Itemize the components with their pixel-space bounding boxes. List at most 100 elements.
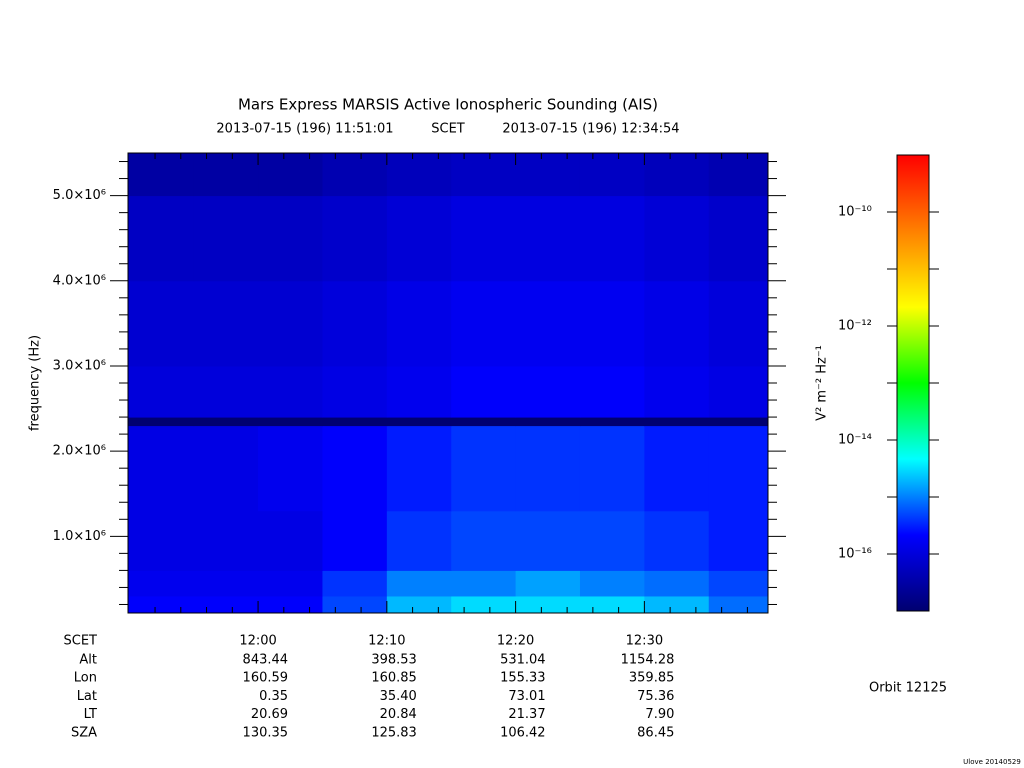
ephemeris-value: 7.90	[645, 707, 674, 722]
heatmap-cell	[579, 153, 645, 197]
heatmap-cell	[386, 595, 452, 614]
heatmap-cell	[386, 425, 452, 512]
heatmap-cell	[128, 595, 195, 614]
heatmap-cell	[128, 153, 195, 197]
heatmap-cell	[451, 595, 517, 614]
subtitle-start: 2013-07-15 (196) 11:51:01	[216, 122, 393, 137]
heatmap-cell	[451, 153, 517, 197]
ephemeris-value: 1154.28	[621, 653, 675, 668]
heatmap-cell	[258, 425, 323, 512]
heatmap-cell	[579, 365, 645, 418]
ephemeris-label: LT	[84, 707, 97, 722]
heatmap-cell	[644, 425, 710, 512]
heatmap-cell	[322, 153, 388, 197]
ephemeris-value: 75.36	[637, 689, 674, 704]
heatmap-cell	[708, 153, 769, 197]
heatmap-cell	[708, 365, 769, 418]
heatmap-cell	[515, 280, 581, 367]
heatmap-cell	[193, 417, 259, 427]
ephemeris-value: 531.04	[500, 653, 546, 668]
heatmap-cell	[708, 510, 769, 571]
heatmap-cell	[193, 510, 259, 571]
heatmap-cell	[386, 153, 452, 197]
heatmap-cell	[644, 510, 710, 571]
heatmap-cell	[451, 510, 517, 571]
heatmap-cell	[644, 570, 710, 597]
ephemeris-label: SCET	[64, 634, 98, 649]
heatmap-cell	[128, 195, 195, 282]
heatmap-cell	[644, 365, 710, 418]
heatmap-cell	[258, 280, 323, 367]
y-tick-label: 4.0×10⁶	[53, 273, 106, 288]
colorbar-label: V² m⁻² Hz⁻¹	[815, 345, 830, 421]
heatmap-cell	[579, 595, 645, 614]
heatmap-cell	[193, 365, 259, 418]
ephemeris-label: Lon	[74, 671, 97, 686]
heatmap-cell	[708, 417, 769, 427]
heatmap-cell	[451, 570, 517, 597]
colorbar-tick-label: 10⁻¹⁴	[838, 433, 872, 448]
heatmap-cell	[708, 195, 769, 282]
heatmap-cell	[579, 417, 645, 427]
heatmap-cell	[451, 365, 517, 418]
y-axis-label: frequency (Hz)	[28, 335, 43, 431]
heatmap-cell	[258, 510, 323, 571]
heatmap-cell	[579, 510, 645, 571]
heatmap-cell	[579, 570, 645, 597]
heatmap-cell	[579, 425, 645, 512]
heatmap-cell	[386, 195, 452, 282]
heatmap-cell	[708, 570, 769, 597]
heatmap-cell	[515, 153, 581, 197]
heatmap-cell	[322, 365, 388, 418]
heatmap-cell	[128, 510, 195, 571]
heatmap-cell	[258, 570, 323, 597]
heatmap-cell	[258, 595, 323, 614]
ephemeris-label: SZA	[71, 725, 97, 740]
ephemeris-label: Lat	[77, 689, 97, 704]
heatmap-cell	[515, 195, 581, 282]
heatmap-cell	[322, 425, 388, 512]
heatmap-cell	[451, 195, 517, 282]
heatmap-cell	[128, 417, 195, 427]
colorbar	[896, 154, 930, 612]
heatmap-cell	[193, 280, 259, 367]
ephemeris-value: 130.35	[243, 725, 289, 740]
heatmap-cell	[515, 417, 581, 427]
heatmap-cell	[322, 570, 388, 597]
subtitle-scale: SCET	[431, 122, 465, 137]
ephemeris-value: 160.59	[243, 671, 289, 686]
heatmap-cell	[386, 417, 452, 427]
colorbar-tick-label: 10⁻¹⁶	[838, 547, 872, 562]
ephemeris-value: 359.85	[629, 671, 675, 686]
heatmap-cell	[258, 195, 323, 282]
heatmap-cell	[515, 510, 581, 571]
ephemeris-label: Alt	[79, 653, 97, 668]
heatmap-cell	[322, 510, 388, 571]
heatmap-cell	[128, 365, 195, 418]
heatmap-cell	[386, 365, 452, 418]
footer: Ulove 20140529	[963, 758, 1021, 766]
heatmap-cell	[322, 195, 388, 282]
heatmap-cell	[451, 417, 517, 427]
ephemeris-value: 106.42	[500, 725, 546, 740]
ephemeris-value: 21.37	[508, 707, 545, 722]
heatmap-cell	[128, 280, 195, 367]
heatmap-cell	[258, 153, 323, 197]
heatmap-cell	[322, 417, 388, 427]
heatmap-cell	[386, 280, 452, 367]
heatmap-cell	[193, 570, 259, 597]
heatmap-cell	[193, 425, 259, 512]
heatmap-cell	[579, 280, 645, 367]
ephemeris-value: 125.83	[371, 725, 417, 740]
ephemeris-value: 35.40	[380, 689, 417, 704]
heatmap-cell	[708, 280, 769, 367]
heatmap-cell	[644, 153, 710, 197]
heatmap-cell	[708, 595, 769, 614]
y-tick-label: 1.0×10⁶	[53, 529, 106, 544]
heatmap-cell	[128, 425, 195, 512]
heatmap-cell	[128, 570, 195, 597]
ephemeris-value: 398.53	[371, 653, 417, 668]
heatmap-cell	[258, 417, 323, 427]
heatmap-cell	[515, 365, 581, 418]
heatmap-cell	[579, 195, 645, 282]
